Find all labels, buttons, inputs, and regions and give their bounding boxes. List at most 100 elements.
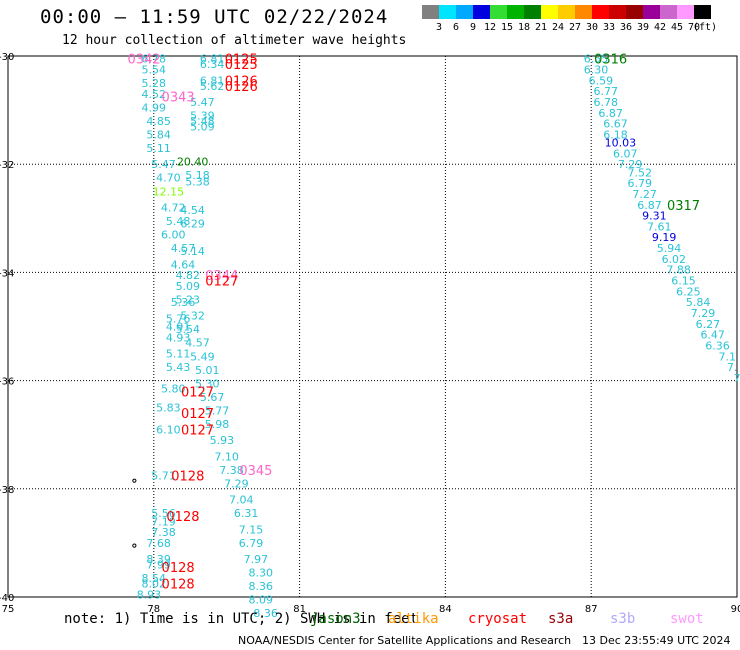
x-tick-label: 78 <box>147 604 160 615</box>
grid-lines <box>8 56 737 597</box>
data-point-label: 6.10 <box>156 423 181 436</box>
data-point-label: 7.19 <box>151 515 176 528</box>
colorbar-unit: (ft) <box>693 22 718 33</box>
pass-label: 0128 <box>171 469 204 484</box>
data-point-label: 6.30 <box>584 64 609 77</box>
data-point-label: 7.1 <box>719 350 737 363</box>
data-point-label: 6.67 <box>603 118 628 131</box>
pass-label: 0316 <box>594 53 627 68</box>
data-point-label: 7. <box>727 361 738 374</box>
colorbar-swatch <box>575 5 592 19</box>
data-point-label: 4.57 <box>185 337 210 350</box>
colorbar-label: 15 <box>500 22 514 33</box>
data-point-label: 8.54 <box>142 572 167 585</box>
data-point-label: 9.31 <box>642 210 667 223</box>
colorbar-swatch <box>524 5 541 19</box>
data-point-label: 6.00 <box>161 229 186 242</box>
data-point-label: 5.30 <box>195 377 220 390</box>
colorbar-swatch <box>541 5 558 19</box>
data-point-label: 5.98 <box>205 418 230 431</box>
data-point-label: 6.79 <box>239 537 264 550</box>
data-point-label: 5.49 <box>190 350 215 363</box>
colorbar-swatch <box>694 5 711 19</box>
data-point-label: 5.47 <box>190 96 215 109</box>
satellite-legend-item: swot <box>670 611 704 627</box>
data-point-label: 6.55 <box>584 53 609 66</box>
data-point-label: 6.81 <box>200 53 225 66</box>
satellite-legend-item: s3b <box>610 611 636 627</box>
satellite-legend-item: cryosat <box>468 611 528 627</box>
pass-label: 0127 <box>205 275 238 290</box>
data-point-label: 4.54 <box>180 204 205 217</box>
data-point-label: 6.15 <box>671 275 696 288</box>
colorbar-swatch <box>643 5 660 19</box>
data-point-label: 6.18 <box>603 128 628 141</box>
pass-label: 0128 <box>166 510 199 525</box>
colorbar-label: 39 <box>636 22 650 33</box>
chart-subtitle: 12 hour collection of altimeter wave hei… <box>62 33 407 48</box>
y-tick-label: -30 <box>0 52 14 63</box>
data-point-label: 5.11 <box>146 142 171 155</box>
pass-label: 0125 <box>225 58 258 73</box>
data-point-label: 5.93 <box>210 434 235 447</box>
data-point-label: 8.93 <box>137 588 162 601</box>
x-tick-label: 87 <box>585 604 598 615</box>
data-point-label: 5.14 <box>180 245 205 258</box>
data-point-label: 5.18 <box>185 169 210 182</box>
data-point-label: 5.43 <box>166 361 191 374</box>
data-point-label: 5.71 <box>151 469 176 482</box>
data-point-label: 7.29 <box>618 158 643 171</box>
data-point-label: 4.82 <box>176 269 201 282</box>
x-tick-label: 84 <box>439 604 452 615</box>
data-point-label: 5.77 <box>205 404 230 417</box>
data-point-label: 4.99 <box>142 101 167 114</box>
pass-label: 0126 <box>225 74 258 89</box>
colorbar-label: 42 <box>653 22 667 33</box>
pass-label: 0125 <box>225 53 258 68</box>
colorbar-label: 24 <box>551 22 565 33</box>
data-point-label: 5.84 <box>686 296 711 309</box>
colorbar-label: 30 <box>585 22 599 33</box>
colorbar-label: 45 <box>670 22 684 33</box>
data-point-label: 7.04 <box>229 494 254 507</box>
x-tick-label: 90 <box>731 604 740 615</box>
data-point-label: 6.47 <box>700 329 725 342</box>
data-point-label: 8.02 <box>142 577 167 590</box>
colorbar-label: 3 <box>435 22 443 33</box>
pass-label: 0127 <box>181 407 214 422</box>
colorbar-swatch <box>490 5 507 19</box>
data-point-label: 8.09 <box>248 594 273 607</box>
data-point-label: 5.32 <box>180 310 205 323</box>
data-point-label: 4.72 <box>161 201 186 214</box>
data-point-label: 5.76 <box>166 312 191 325</box>
pass-label: 0344 <box>205 269 238 284</box>
data-point-label: 7.38 <box>151 526 176 539</box>
markers <box>132 478 137 548</box>
data-point-label: 10.03 <box>605 137 637 150</box>
data-point-label: 7.15 <box>239 523 264 536</box>
data-point-label: 6.29 <box>180 218 205 231</box>
data-point-label: 6.78 <box>142 53 167 66</box>
data-point-label: 7.27 <box>632 188 657 201</box>
data-point-label: 5.28 <box>142 77 167 90</box>
colorbar-swatch <box>626 5 643 19</box>
y-tick-label: -40 <box>0 593 14 604</box>
data-point-label: 9.19 <box>652 231 677 244</box>
chart-title: 00:00 — 11:59 UTC 02/22/2024 <box>40 6 389 28</box>
colorbar-swatch <box>422 5 439 19</box>
data-point-label: 5.23 <box>176 293 201 306</box>
marker-dot <box>132 478 137 483</box>
data-point-label: 5.39 <box>190 110 215 123</box>
data-point-label: 6.59 <box>589 74 614 87</box>
colorbar-swatch <box>660 5 677 19</box>
axis-tick-labels: 75 78 81 84 87 90 -30 -32 -34 -36 -38 -40 <box>0 52 740 615</box>
data-point-label: 5.11 <box>166 348 191 361</box>
colorbar-label: 21 <box>534 22 548 33</box>
colorbar-label: 18 <box>517 22 531 33</box>
satellite-legend-item: s3a <box>548 611 574 627</box>
data-point-label: 4.91 <box>166 321 191 334</box>
pass-label: 0345 <box>239 464 272 479</box>
data-point-label: 5.67 <box>200 391 225 404</box>
y-tick-label: -38 <box>0 485 14 496</box>
data-point-label: 5.54 <box>142 64 167 77</box>
